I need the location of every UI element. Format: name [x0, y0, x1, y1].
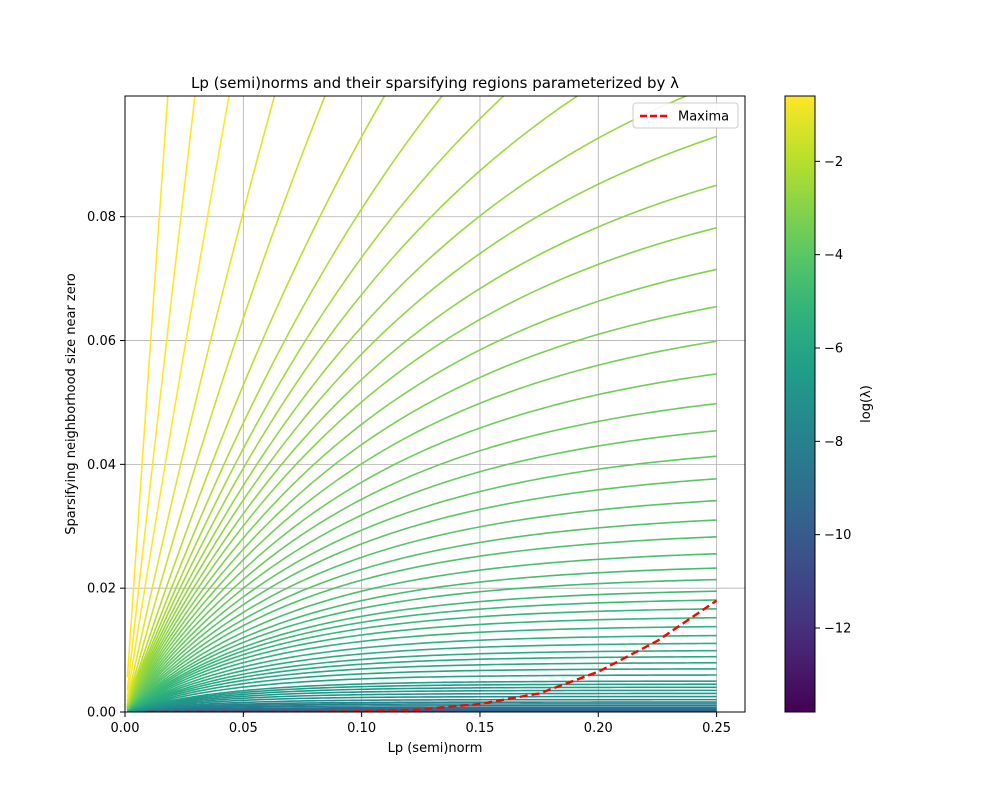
lambda-curve — [126, 634, 717, 712]
lambda-curve — [126, 96, 326, 704]
lambda-curve — [126, 625, 717, 712]
colorbar-tick-label: −10 — [824, 528, 851, 543]
y-axis-label: Sparsifying neighborhood size near zero — [64, 273, 79, 535]
lambda-curve — [127, 708, 717, 712]
lambda-curve — [127, 701, 717, 712]
x-tick-label: 0.20 — [584, 721, 613, 736]
lambda-curve — [127, 695, 717, 712]
colorbar-tick-label: −6 — [824, 342, 843, 357]
x-tick-label: 0.05 — [229, 721, 258, 736]
legend-label-maxima: Maxima — [678, 110, 729, 125]
lambda-curve — [126, 599, 717, 711]
legend: Maxima — [632, 102, 739, 129]
lambda-curve — [127, 661, 717, 712]
lambda-curve — [126, 429, 717, 710]
y-tick-label: 0.04 — [87, 458, 116, 473]
lambda-curve — [127, 705, 717, 712]
lambda-curve — [126, 96, 276, 702]
lambda-curve — [126, 340, 717, 709]
lambda-curve — [126, 184, 717, 708]
lambda-curve — [126, 552, 717, 711]
y-tick-label: 0.00 — [87, 706, 116, 721]
lambda-curve — [126, 96, 505, 707]
y-tick-label: 0.06 — [87, 334, 116, 349]
lambda-curve — [126, 96, 579, 707]
lambda-curve — [126, 96, 444, 706]
x-axis-label: Lp (semi)norm — [388, 741, 483, 756]
x-tick-label: 0.00 — [111, 721, 140, 736]
lambda-curve — [127, 703, 717, 712]
lambda-curve — [127, 655, 717, 712]
lambda-curve — [126, 519, 717, 711]
lambda-curves — [126, 96, 717, 712]
lambda-curve — [126, 305, 717, 709]
plot-frame — [124, 95, 746, 713]
lambda-curve — [126, 455, 717, 710]
lambda-curve — [127, 686, 717, 712]
y-tick-label: 0.08 — [87, 210, 116, 225]
lambda-curve — [126, 567, 717, 711]
lambda-curve — [127, 642, 717, 712]
lambda-curve — [126, 536, 717, 711]
colorbar-tick-label: −4 — [824, 248, 843, 263]
lambda-curve — [127, 689, 717, 712]
y-tick-label: 0.02 — [87, 582, 116, 597]
lambda-curve — [126, 478, 717, 710]
lambda-curve — [126, 608, 717, 712]
lambda-curve — [127, 683, 717, 712]
colorbar-tick-label: −2 — [824, 155, 843, 170]
chart-title: Lp (semi)norms and their sparsifying reg… — [191, 74, 679, 92]
lambda-curve — [126, 578, 717, 711]
lambda-curve — [126, 616, 717, 712]
lambda-curve — [126, 402, 717, 710]
lambda-curve — [127, 674, 717, 712]
lambda-curve — [127, 649, 717, 712]
lambda-curve — [126, 268, 717, 709]
legend-box — [632, 102, 739, 129]
lambda-curve — [126, 96, 386, 705]
lambda-curve — [126, 373, 717, 709]
lambda-curve — [126, 499, 717, 710]
x-tick-label: 0.10 — [347, 721, 376, 736]
lambda-curve — [126, 135, 717, 708]
colorbar-tick-label: −12 — [824, 622, 851, 637]
lambda-curve — [127, 706, 717, 712]
colorbar-tick-label: −8 — [824, 435, 843, 450]
x-tick-label: 0.25 — [702, 721, 731, 736]
lambda-curve — [126, 96, 689, 707]
lambda-curve — [127, 692, 717, 712]
lambda-curve — [126, 96, 230, 698]
colorbar-label: log(λ) — [859, 385, 874, 423]
lambda-curve — [126, 227, 717, 708]
colorbar: −2 −4 −6 −8 −10 −12 — [784, 95, 851, 713]
colorbar-gradient — [784, 95, 816, 713]
plot-area — [125, 96, 745, 712]
lambda-curve — [126, 590, 717, 711]
lambda-curve — [127, 698, 717, 712]
x-tick-label: 0.15 — [465, 721, 494, 736]
lambda-curve — [127, 680, 717, 712]
grid — [124, 96, 745, 713]
